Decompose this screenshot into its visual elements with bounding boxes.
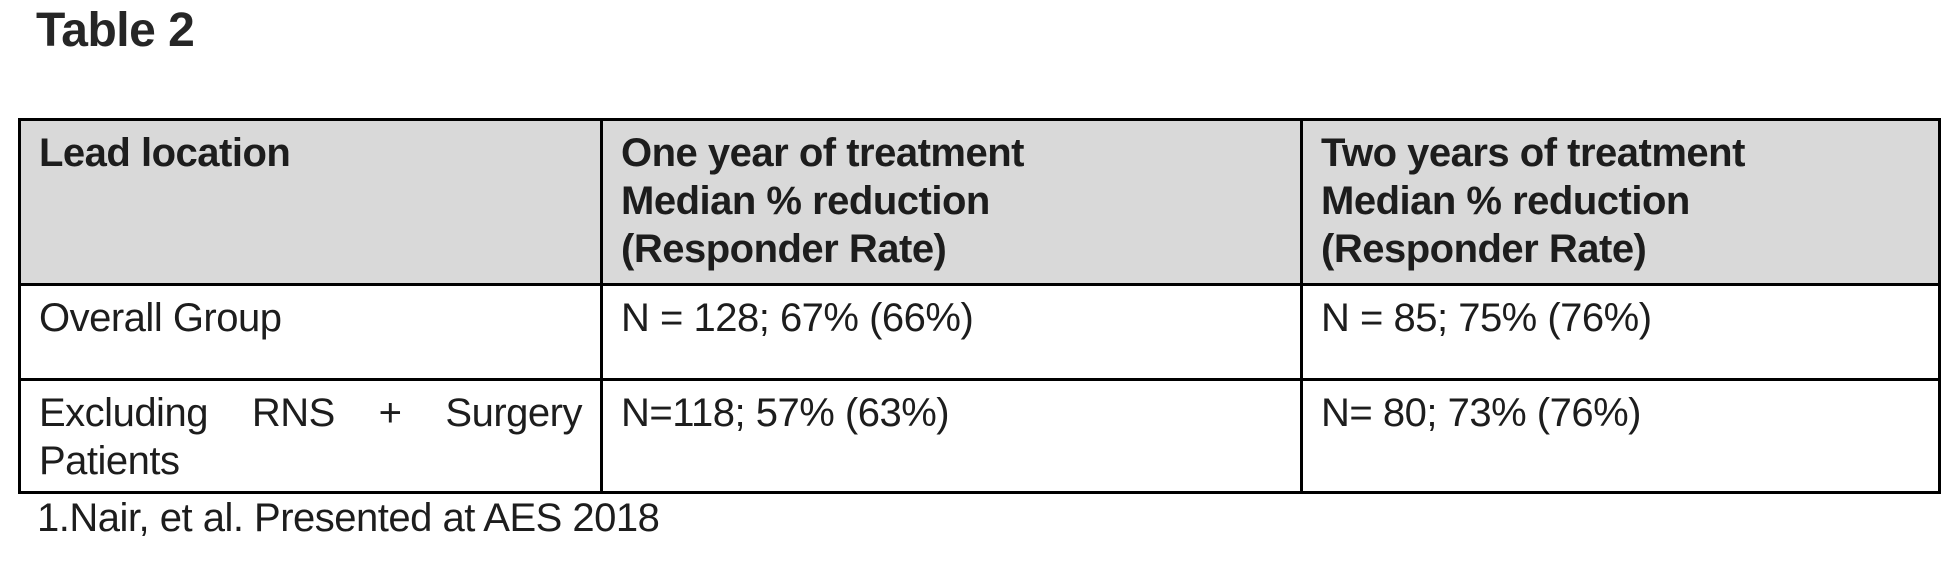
col-header-one-year: One year of treatment Median % reduction… [600, 118, 1303, 286]
data-table: Lead location One year of treatment Medi… [18, 118, 1941, 494]
table-row-overall-group: Overall Group N = 128; 67% (66%) N = 85;… [18, 283, 1941, 381]
cell-one-year-value: N=118; 57% (63%) [600, 378, 1303, 494]
cell-lead-location: Excluding RNS + Surgery Patients [18, 378, 603, 494]
table-title: Table 2 [36, 4, 195, 57]
cell-lead-location: Overall Group [18, 283, 603, 381]
cell-two-years-value: N = 85; 75% (76%) [1300, 283, 1941, 381]
citation-footnote: 1.Nair, et al. Presented at AES 2018 [37, 496, 660, 540]
header-row: Lead location One year of treatment Medi… [18, 118, 1941, 286]
col-header-lead-location: Lead location [18, 118, 603, 286]
col-header-two-years: Two years of treatment Median % reductio… [1300, 118, 1941, 286]
cell-one-year-value: N = 128; 67% (66%) [600, 283, 1303, 381]
cell-two-years-value: N= 80; 73% (76%) [1300, 378, 1941, 494]
table-row-excluding-rns-surgery: Excluding RNS + Surgery Patients N=118; … [18, 378, 1941, 494]
